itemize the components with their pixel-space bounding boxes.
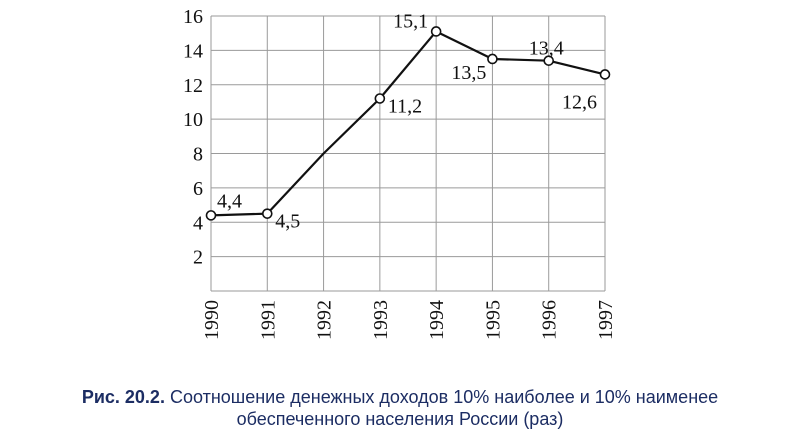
y-axis-ticks: 2 4 6 8 10 12 14 16 — [183, 6, 203, 269]
chart-grid — [210, 15, 606, 292]
y-tick-label: 16 — [183, 6, 203, 28]
x-tick-label: 1996 — [539, 300, 561, 340]
data-label: 13,5 — [451, 62, 486, 84]
x-tick-label: 1995 — [482, 300, 504, 340]
y-tick-label: 8 — [193, 144, 203, 166]
x-tick-label: 1994 — [426, 300, 448, 340]
data-label: 12,6 — [562, 91, 597, 113]
data-point — [430, 26, 442, 37]
data-label: 11,2 — [388, 96, 422, 118]
caption-line-2: обеспеченного населения России (раз) — [236, 409, 564, 429]
data-label: 4,4 — [217, 190, 242, 212]
x-tick-label: 1997 — [595, 300, 617, 340]
data-point — [543, 55, 555, 66]
caption-line-1: Рис. 20.2. Соотношение денежных доходов … — [0, 386, 800, 408]
data-label: 13,4 — [529, 38, 564, 60]
y-tick-label: 6 — [193, 178, 203, 200]
y-tick-label: 2 — [193, 247, 203, 269]
data-point — [205, 210, 217, 221]
caption-text-1: Соотношение денежных доходов 10% наиболе… — [169, 387, 719, 407]
data-labels: 4,4 4,5 11,2 15,1 13,5 13,4 12,6 — [217, 10, 597, 232]
x-tick-label: 1993 — [370, 300, 392, 340]
data-point — [261, 208, 273, 219]
y-tick-label: 12 — [183, 75, 203, 97]
y-tick-label: 14 — [183, 40, 203, 62]
data-point — [487, 53, 498, 65]
x-tick-label: 1990 — [201, 300, 223, 340]
data-point — [374, 93, 386, 104]
x-axis-ticks: 1990 1991 1992 1993 1994 1995 1996 1997 — [201, 300, 617, 340]
chart-series — [205, 26, 611, 221]
caption-prefix: Рис. 20.2. — [81, 387, 165, 407]
figure-caption: Рис. 20.2. Соотношение денежных доходов … — [0, 386, 800, 430]
data-point — [599, 69, 611, 80]
y-tick-label: 4 — [193, 212, 203, 234]
data-label: 15,1 — [393, 10, 428, 32]
series-line — [209, 30, 607, 217]
x-tick-label: 1992 — [314, 300, 336, 340]
data-label: 4,5 — [275, 211, 300, 233]
y-tick-label: 10 — [183, 109, 203, 131]
x-tick-label: 1991 — [257, 300, 279, 340]
